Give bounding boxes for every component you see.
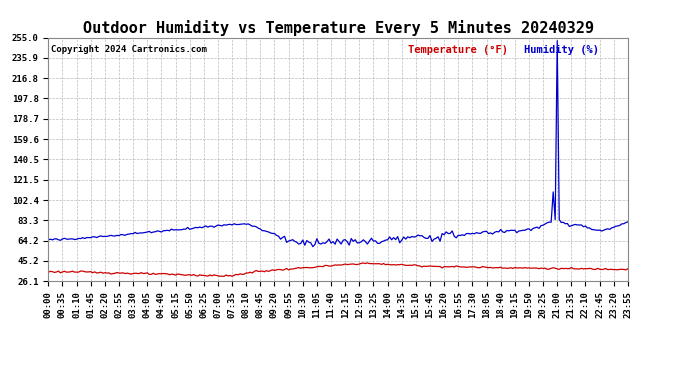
Text: Copyright 2024 Cartronics.com: Copyright 2024 Cartronics.com	[51, 45, 207, 54]
Title: Outdoor Humidity vs Temperature Every 5 Minutes 20240329: Outdoor Humidity vs Temperature Every 5 …	[83, 20, 593, 36]
Text: Temperature (°F): Temperature (°F)	[408, 45, 508, 55]
Text: Humidity (%): Humidity (%)	[524, 45, 598, 55]
